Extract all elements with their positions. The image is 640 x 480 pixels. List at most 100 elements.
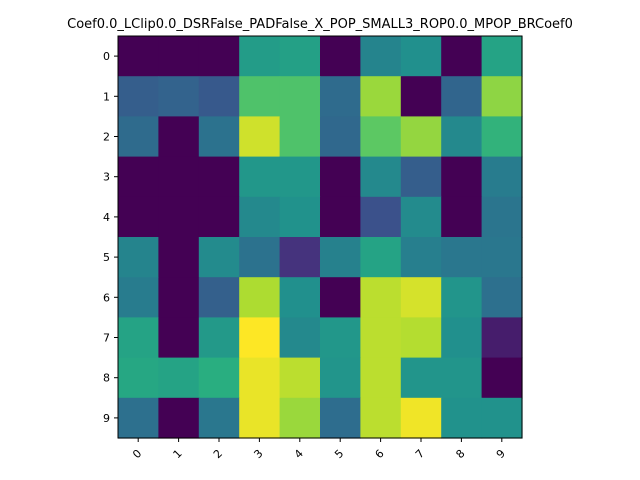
heatmap-cell-r6-c4: [279, 277, 321, 318]
heatmap-cell-r5-c0: [118, 237, 159, 278]
heatmap-cell-r8-c7: [400, 357, 442, 399]
x-tick-label: 7: [413, 447, 427, 461]
heatmap-cell-r1-c8: [441, 76, 483, 117]
heatmap-cell-r4-c5: [320, 196, 361, 238]
heatmap-cell-r3-c6: [360, 156, 402, 198]
heatmap-cell-r7-c1: [158, 317, 200, 359]
heatmap-cell-r5-c4: [279, 237, 321, 278]
x-tick-label: 5: [332, 447, 346, 461]
heatmap-cell-r1-c2: [198, 76, 240, 117]
heatmap-cell-r8-c1: [158, 357, 200, 399]
heatmap-cell-r6-c0: [118, 277, 159, 318]
heatmap-cell-r6-c3: [239, 277, 281, 318]
heatmap-cell-r0-c1: [158, 36, 200, 77]
heatmap-cell-r7-c7: [400, 317, 442, 359]
heatmap-cell-r8-c5: [320, 357, 361, 399]
heatmap-cell-r7-c2: [198, 317, 240, 359]
heatmap-cell-r7-c8: [441, 317, 483, 359]
y-tick-label: 1: [103, 90, 110, 103]
heatmap-cell-r3-c0: [118, 156, 159, 198]
heatmap-cell-r4-c1: [158, 196, 200, 238]
heatmap-cell-r8-c0: [118, 357, 159, 399]
heatmap-cell-r2-c6: [360, 116, 402, 158]
heatmap-cell-r2-c1: [158, 116, 200, 158]
y-tick-label: 6: [103, 291, 110, 304]
heatmap-cell-r9-c5: [320, 397, 361, 439]
heatmap-cell-r2-c7: [400, 116, 442, 158]
heatmap-cell-r9-c0: [118, 397, 159, 439]
heatmap-cell-r5-c8: [441, 237, 483, 278]
heatmap-cell-r8-c2: [198, 357, 240, 399]
heatmap-cell-r5-c2: [198, 237, 240, 278]
heatmap-cell-r6-c7: [400, 277, 442, 318]
heatmap-cell-r8-c8: [441, 357, 483, 399]
heatmap-cell-r1-c3: [239, 76, 281, 117]
heatmap-cell-r5-c1: [158, 237, 200, 278]
y-tick-label: 0: [103, 50, 110, 63]
heatmap-cell-r0-c7: [400, 36, 442, 77]
y-tick-label: 3: [103, 171, 110, 184]
y-axis: 0 1 2 3 4 5 6 7 8 9: [103, 50, 118, 425]
heatmap-cell-r6-c5: [320, 277, 361, 318]
heatmap-cell-r9-c8: [441, 397, 483, 439]
heatmap-cell-r2-c8: [441, 116, 483, 158]
heatmap-cell-r4-c9: [481, 196, 523, 238]
heatmap-cell-r6-c1: [158, 277, 200, 318]
heatmap-cell-r7-c6: [360, 317, 402, 359]
heatmap-cell-r8-c4: [279, 357, 321, 399]
heatmap-cell-r7-c5: [320, 317, 361, 359]
heatmap-cell-r3-c3: [239, 156, 281, 198]
heatmap-cell-r2-c4: [279, 116, 321, 158]
heatmap-cell-r3-c7: [400, 156, 442, 198]
heatmap-cell-r1-c9: [481, 76, 523, 117]
heatmap-cell-r8-c3: [239, 357, 281, 399]
heatmap-cell-r7-c0: [118, 317, 159, 359]
heatmap-cell-r9-c3: [239, 397, 281, 439]
heatmap-cell-r3-c8: [441, 156, 483, 198]
heatmap-cell-r1-c0: [118, 76, 159, 117]
heatmap-cell-r6-c6: [360, 277, 402, 318]
heatmap-cell-r1-c7: [400, 76, 442, 117]
x-axis: 0 1 2 3 4 5 6 7 8 9: [130, 438, 508, 461]
y-tick-label: 9: [103, 412, 110, 425]
chart-title: Coef0.0_LClip0.0_DSRFalse_PADFalse_X_POP…: [67, 17, 573, 32]
heatmap-cell-r3-c4: [279, 156, 321, 198]
x-tick-label: 2: [211, 447, 225, 461]
heatmap-cell-r4-c4: [279, 196, 321, 238]
heatmap-cell-r0-c3: [239, 36, 281, 77]
y-tick-label: 4: [103, 211, 110, 224]
heatmap-cell-r6-c8: [441, 277, 483, 318]
heatmap-cell-r5-c3: [239, 237, 281, 278]
heatmap-cell-r4-c7: [400, 196, 442, 238]
heatmap-cell-r5-c5: [320, 237, 361, 278]
y-tick-label: 8: [103, 372, 110, 385]
x-tick-label: 8: [453, 447, 467, 461]
heatmap-cell-r9-c7: [400, 397, 442, 439]
heatmap-cell-r0-c2: [198, 36, 240, 77]
heatmap-cell-r8-c9: [481, 357, 523, 399]
heatmap-cell-r3-c5: [320, 156, 361, 198]
heatmap-cell-r3-c1: [158, 156, 200, 198]
y-tick-label: 5: [103, 251, 110, 264]
x-tick-label: 9: [494, 447, 508, 461]
heatmap-cell-r0-c4: [279, 36, 321, 77]
heatmap-cell-r0-c5: [320, 36, 361, 77]
heatmap-cell-r9-c4: [279, 397, 321, 439]
x-tick-label: 4: [292, 447, 306, 461]
x-tick-label: 6: [373, 447, 387, 461]
y-tick-label: 2: [103, 131, 110, 144]
heatmap-cell-r0-c6: [360, 36, 402, 77]
heatmap-cell-r4-c8: [441, 196, 483, 238]
heatmap-cell-r4-c2: [198, 196, 240, 238]
heatmap-cell-r7-c3: [239, 317, 281, 359]
heatmap-cell-r7-c4: [279, 317, 321, 359]
heatmap-cell-r0-c0: [118, 36, 159, 77]
heatmap-cell-r3-c9: [481, 156, 523, 198]
heatmap-cell-r9-c6: [360, 397, 402, 439]
x-tick-label: 0: [130, 447, 144, 461]
heatmap-cell-r5-c7: [400, 237, 442, 278]
heatmap-cell-r5-c9: [481, 237, 523, 278]
heatmap-cell-r1-c4: [279, 76, 321, 117]
heatmap-cell-r0-c8: [441, 36, 483, 77]
